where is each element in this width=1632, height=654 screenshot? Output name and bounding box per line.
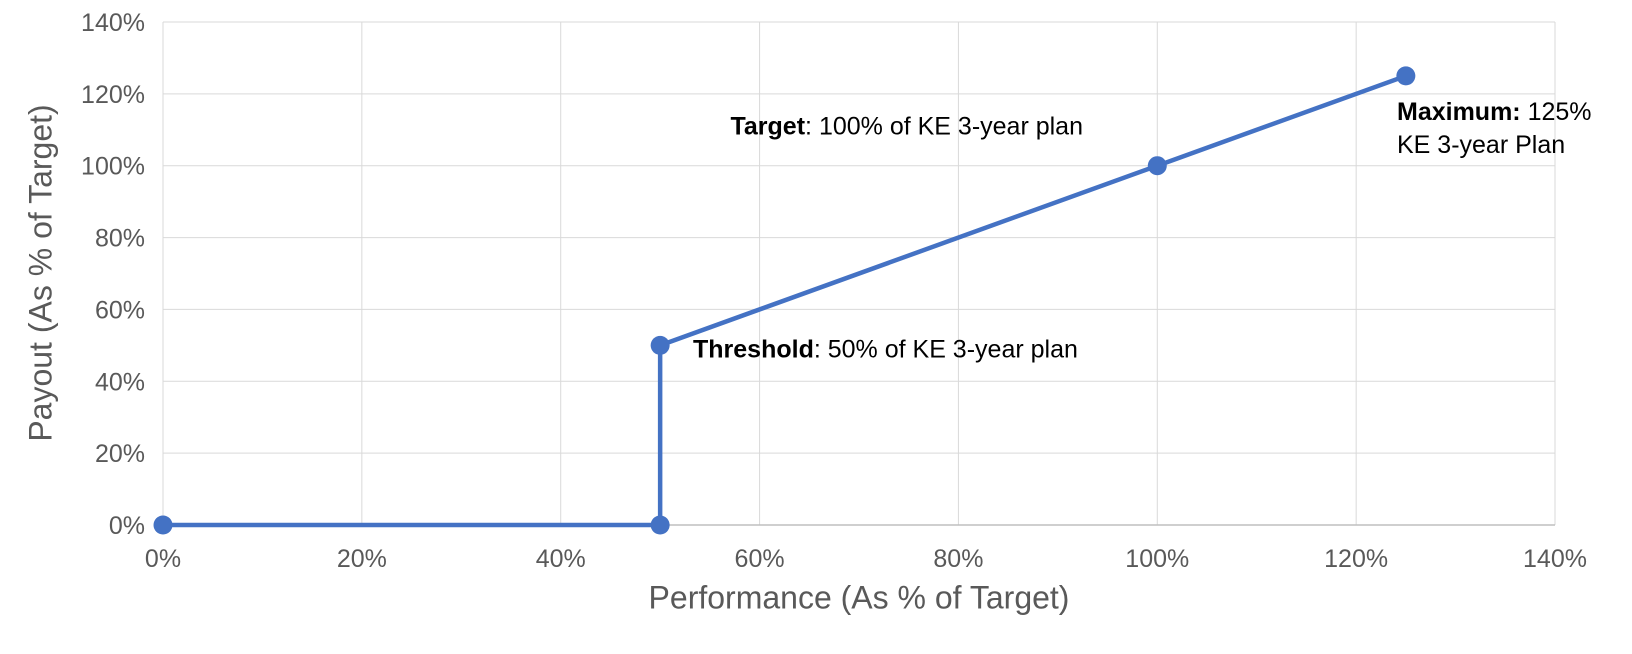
y-tick-label: 140%: [81, 9, 145, 37]
annotation-threshold-rest: : 50% of KE 3-year plan: [813, 335, 1078, 364]
data-point-marker: [650, 335, 670, 355]
annotation-maximum-rest: 125%: [1520, 98, 1592, 126]
x-tick-label: 60%: [735, 545, 785, 573]
data-point-marker: [1147, 156, 1167, 176]
x-axis-title: Performance (As % of Target): [648, 579, 1070, 616]
y-tick-label: 0%: [109, 512, 145, 540]
annotation-maximum-line1: Maximum: 125%: [1397, 96, 1592, 129]
annotation-threshold: Threshold: 50% of KE 3-year plan: [693, 334, 1078, 367]
y-tick-label: 120%: [81, 81, 145, 109]
x-tick-label: 100%: [1125, 545, 1189, 573]
data-point-marker: [650, 515, 670, 535]
x-tick-label: 40%: [536, 545, 586, 573]
annotation-target-bold: Target: [730, 112, 806, 141]
y-tick-label: 60%: [95, 296, 145, 324]
y-tick-label: 100%: [81, 153, 145, 181]
data-point-marker: [153, 515, 173, 535]
annotation-maximum-line2: KE 3-year Plan: [1397, 131, 1566, 159]
annotation-target-rest: : 100% of KE 3-year plan: [805, 112, 1083, 141]
y-tick-label: 20%: [95, 440, 145, 468]
annotation-maximum: Maximum: 125% KE 3-year Plan: [1397, 96, 1592, 162]
annotation-threshold-bold: Threshold: [693, 335, 814, 364]
x-tick-label: 80%: [933, 545, 983, 573]
data-point-marker: [1396, 66, 1416, 86]
annotation-maximum-bold: Maximum:: [1397, 98, 1521, 126]
y-tick-label: 80%: [95, 225, 145, 253]
annotation-target: Target: 100% of KE 3-year plan: [730, 111, 1083, 144]
x-tick-label: 0%: [145, 545, 181, 573]
y-axis-title: Payout (As % of Target): [22, 104, 59, 442]
x-tick-label: 120%: [1324, 545, 1388, 573]
y-tick-label: 40%: [95, 368, 145, 396]
x-tick-label: 140%: [1523, 545, 1587, 573]
x-tick-label: 20%: [337, 545, 387, 573]
